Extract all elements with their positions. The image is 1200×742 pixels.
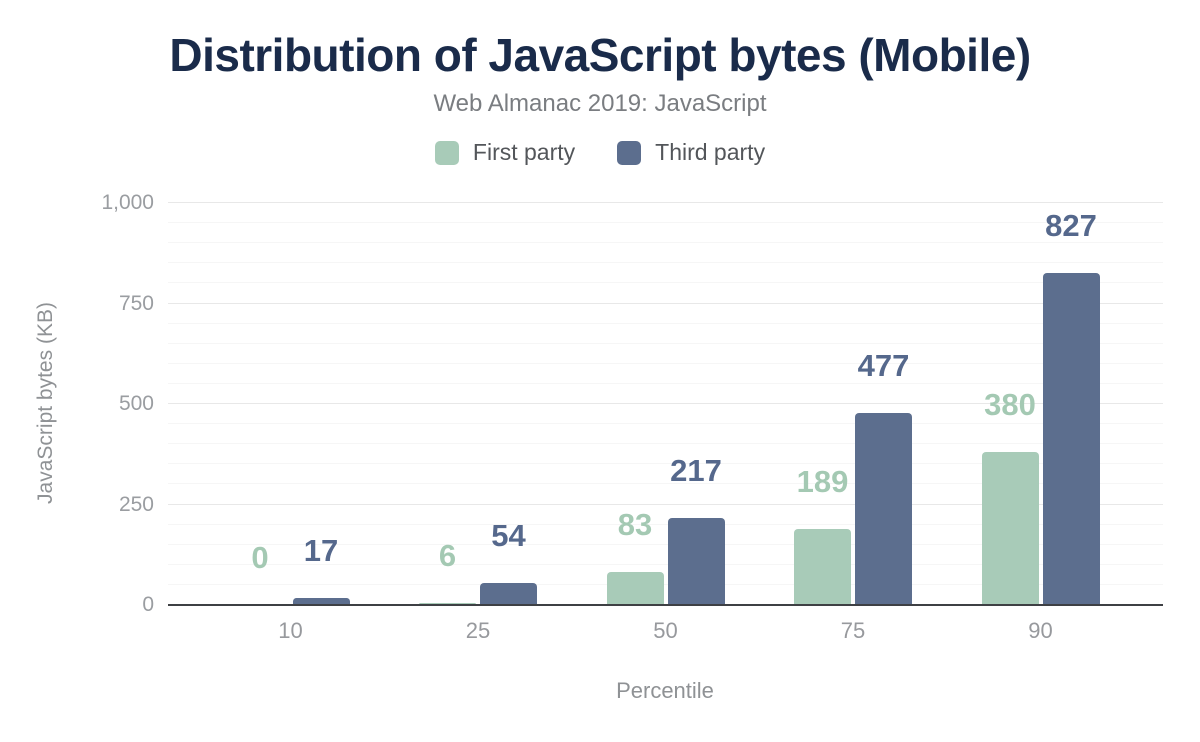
gridline <box>168 322 1163 324</box>
x-tick-label: 90 <box>1028 618 1053 643</box>
gridline <box>168 222 1163 224</box>
legend-label-third-party: Third party <box>655 139 766 165</box>
bar-value-label: 83 <box>617 506 653 542</box>
gridline <box>168 463 1163 465</box>
chart-title: Distribution of JavaScript bytes (Mobile… <box>169 29 1031 81</box>
y-tick-label: 250 <box>118 492 154 516</box>
gridline <box>168 423 1163 425</box>
bar-value-label: 0 <box>251 540 269 575</box>
bar-first-party-p50 <box>606 571 664 605</box>
bar-third-party-p10 <box>292 598 350 605</box>
gridline <box>168 503 1163 505</box>
gridline <box>168 543 1163 545</box>
y-tick-label: 750 <box>118 291 154 315</box>
gridline <box>168 403 1163 404</box>
bar-third-party-p75 <box>855 413 912 605</box>
bar-first-party-p90 <box>981 452 1039 605</box>
third-party-swatch-icon <box>617 140 642 165</box>
bar-value-label: 54 <box>491 518 526 554</box>
gridline <box>168 302 1163 304</box>
gridline <box>168 563 1163 565</box>
gridline <box>168 382 1163 384</box>
legend: First party Third party <box>0 139 1200 166</box>
legend-label-first-party: First party <box>472 139 576 165</box>
bar-third-party-p25 <box>480 583 537 605</box>
gridline <box>168 242 1163 244</box>
gridline <box>168 362 1163 364</box>
gridline <box>168 202 1163 203</box>
x-tick-label: 50 <box>653 618 678 643</box>
bar-value-label: 189 <box>796 464 849 500</box>
gridline <box>168 483 1163 485</box>
gridline <box>168 262 1163 264</box>
legend-item-third-party: Third party <box>617 139 765 166</box>
bar-third-party-p50 <box>667 517 725 605</box>
bar-first-party-p75 <box>794 529 851 605</box>
gridline <box>168 443 1163 445</box>
y-tick-label: 0 <box>142 593 154 616</box>
x-tick-label: 75 <box>840 618 866 643</box>
bar-value-label: 17 <box>303 533 339 569</box>
plot-area: 0 250 500 750 1,000 10 0 17 25 6 54 50 83 217 75 189 477… <box>101 191 1163 643</box>
chart-subtitle: Web Almanac 2019: JavaScript <box>433 90 767 117</box>
bar-value-label: 827 <box>1045 207 1097 243</box>
x-tick-label: 25 <box>465 618 491 643</box>
bar-value-label: 217 <box>670 452 722 488</box>
x-axis-line <box>168 604 1163 606</box>
y-tick-label: 500 <box>118 392 154 415</box>
bar-value-label: 6 <box>438 537 457 573</box>
gridline <box>168 583 1163 585</box>
gridline <box>168 342 1163 344</box>
bar-first-party-p25 <box>419 602 476 605</box>
first-party-swatch-icon <box>434 140 459 165</box>
x-tick-label: 10 <box>278 618 303 643</box>
bar-third-party-p90 <box>1042 272 1100 605</box>
legend-item-first-party: First party <box>434 139 576 166</box>
gridline <box>168 282 1163 284</box>
y-axis-title: JavaScript bytes (KB) <box>34 302 57 504</box>
x-axis-title: Percentile <box>616 678 714 703</box>
y-tick-label: 1,000 <box>101 191 154 214</box>
bar-value-label: 380 <box>984 387 1036 423</box>
bar-value-label: 477 <box>857 348 910 384</box>
gridline <box>168 523 1163 525</box>
